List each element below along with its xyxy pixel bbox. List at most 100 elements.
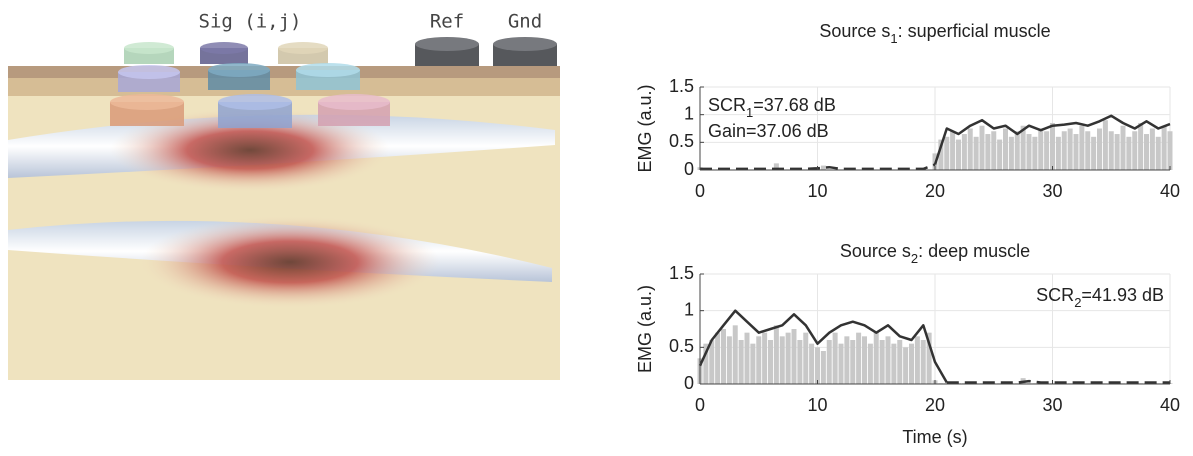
y-tick-label: 0.5: [669, 131, 694, 151]
raw-signal-bar: [950, 131, 955, 170]
y-tick-label: 0: [684, 159, 694, 179]
annotation-part: Gain=37.06 dB: [708, 121, 829, 141]
envelope-line: [947, 381, 1170, 382]
raw-signal-bar: [991, 131, 996, 170]
annotation-part: =41.93 dB: [1081, 285, 1164, 305]
raw-signal-bar: [1150, 129, 1155, 171]
reference-label: Ref: [430, 11, 464, 33]
raw-signal-bar: [821, 351, 826, 384]
raw-signal-bar: [862, 336, 867, 384]
raw-signal-bar: [827, 340, 832, 384]
raw-signal-bar: [756, 336, 761, 384]
x-tick-label: 40: [1160, 181, 1180, 201]
annotation-part: =37.68 dB: [753, 95, 836, 115]
y-axis-label: EMG (a.u.): [635, 84, 655, 172]
raw-signal-bar: [874, 333, 879, 384]
raw-signal-bar: [739, 340, 744, 384]
raw-signal-bar: [786, 333, 791, 384]
raw-signal-bar: [921, 340, 926, 384]
raw-signal-bar: [903, 347, 908, 384]
y-axis-label: EMG (a.u.): [635, 285, 655, 373]
raw-signal-bar: [1032, 137, 1037, 170]
x-tick-label: 40: [1160, 395, 1180, 415]
figure: Sig (i,j) Ref Gnd 01020304000.511.5Sourc…: [0, 0, 1193, 456]
raw-signal-bar: [968, 129, 973, 171]
raw-signal-bar: [962, 134, 967, 170]
raw-signal-bar: [715, 333, 720, 384]
raw-signal-bar: [1015, 131, 1020, 170]
chart-title-part: Source s: [840, 241, 911, 261]
x-tick-label: 10: [807, 395, 827, 415]
y-tick-label: 1: [684, 299, 694, 319]
raw-signal-bar: [909, 344, 914, 384]
raw-signal-bar: [956, 140, 961, 170]
x-tick-label: 20: [925, 395, 945, 415]
annotation-part: SCR: [1036, 285, 1074, 305]
raw-signal-bar: [792, 329, 797, 384]
raw-signal-bar: [1097, 129, 1102, 171]
y-tick-label: 1.5: [669, 76, 694, 96]
raw-signal-bar: [1085, 131, 1090, 170]
raw-signal-bar: [856, 333, 861, 384]
raw-signal-bar: [1126, 137, 1131, 170]
raw-signal-bar: [803, 333, 808, 384]
raw-signal-bar: [1074, 134, 1079, 170]
annotation: SCR2=41.93 dB: [1036, 285, 1164, 310]
raw-signal-bar: [1103, 120, 1108, 170]
x-axis-label: Time (s): [902, 427, 967, 447]
raw-signal-bar: [868, 344, 873, 384]
x-tick-label: 30: [1042, 395, 1062, 415]
raw-signal-bar: [774, 325, 779, 384]
x-tick-label: 0: [695, 181, 705, 201]
raw-signal-bar: [880, 340, 885, 384]
raw-signal-bar: [750, 344, 755, 384]
raw-signal-bar: [1121, 126, 1126, 170]
raw-signal-bar: [1062, 131, 1067, 170]
raw-signal-bar: [944, 137, 949, 170]
raw-signal-bar: [833, 333, 838, 384]
raw-signal-bar: [1003, 129, 1008, 171]
annotation: SCR1=37.68 dB: [708, 95, 836, 120]
raw-signal-bar: [1056, 137, 1061, 170]
illustration: Sig (i,j) Ref Gnd: [8, 11, 560, 381]
chart-title-part: : deep muscle: [918, 241, 1030, 261]
raw-signal-bar: [797, 340, 802, 384]
annotation-part: SCR: [708, 95, 746, 115]
fat-layer: [8, 78, 560, 96]
raw-signal-bar: [850, 340, 855, 384]
annotation: Gain=37.06 dB: [708, 121, 829, 141]
raw-signal-bar: [839, 344, 844, 384]
raw-signal-bar: [1027, 134, 1032, 170]
raw-signal-bar: [1144, 134, 1149, 170]
signal-label: Sig (i,j): [199, 11, 302, 33]
y-tick-label: 0: [684, 373, 694, 393]
chart-title: Source s1: superficial muscle: [819, 21, 1050, 46]
raw-signal-bar: [1162, 126, 1167, 170]
raw-signal-bar: [1079, 126, 1084, 170]
raw-signal-bar: [997, 140, 1002, 170]
raw-signal-bar: [1038, 129, 1043, 171]
raw-signal-bar: [974, 137, 979, 170]
raw-signal-bar: [809, 344, 814, 384]
ground-label: Gnd: [508, 11, 542, 33]
raw-signal-bar: [915, 336, 920, 384]
raw-signal-bar: [768, 340, 773, 384]
x-tick-label: 30: [1042, 181, 1062, 201]
raw-signal-bar: [985, 134, 990, 170]
y-tick-label: 1.5: [669, 263, 694, 283]
raw-signal-bar: [780, 336, 785, 384]
raw-signal-bar: [886, 336, 891, 384]
x-tick-label: 0: [695, 395, 705, 415]
raw-signal-bar: [1115, 134, 1120, 170]
annotation-part: 1: [746, 105, 753, 120]
chart-title-part: : superficial muscle: [898, 21, 1051, 41]
raw-signal-bar: [1091, 137, 1096, 170]
raw-signal-bar: [1138, 123, 1143, 170]
chart-title-part: Source s: [819, 21, 890, 41]
raw-signal-bar: [844, 336, 849, 384]
y-tick-label: 1: [684, 103, 694, 123]
raw-signal-bar: [1050, 123, 1055, 170]
raw-signal-bar: [1132, 131, 1137, 170]
